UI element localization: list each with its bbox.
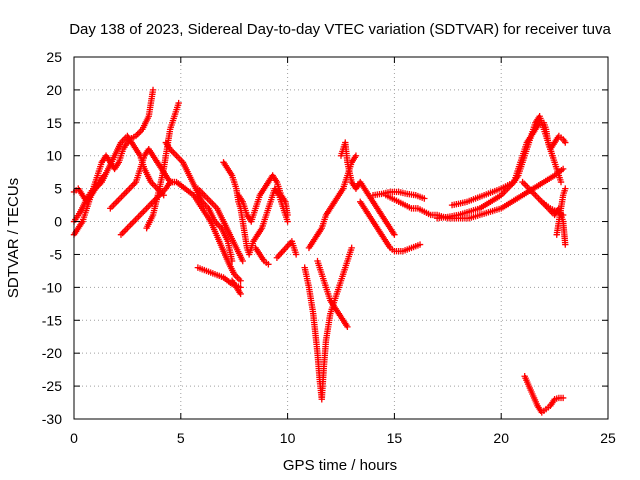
- axis-ticks: [73, 56, 609, 420]
- x-tick-label: 0: [70, 430, 78, 446]
- data-point: [559, 211, 567, 219]
- data-point: [348, 244, 355, 252]
- data-point: [284, 211, 291, 219]
- y-tick-label: 15: [46, 115, 62, 131]
- series-arc-w: [433, 113, 556, 222]
- data-point: [557, 178, 565, 186]
- y-tick-label: -20: [42, 345, 62, 361]
- data-point: [421, 195, 428, 202]
- y-tick-label: -15: [42, 312, 62, 328]
- series-arc-bb: [538, 198, 567, 219]
- y-axis-label: SDTVAR / TECUs: [5, 178, 22, 298]
- data-point: [292, 251, 300, 258]
- data-point: [175, 99, 182, 107]
- x-tick-label: 15: [387, 430, 403, 446]
- series-arc-aa: [521, 373, 567, 416]
- tick-labels: 0 5 10 15 20 25 -30 -25 -20 -15 -10 -5 0 5 10 15 20 25: [42, 49, 616, 446]
- data-point: [391, 231, 398, 238]
- series-arc-f: [143, 99, 182, 232]
- data-point: [239, 257, 246, 265]
- data-point: [562, 139, 569, 146]
- series-arc-k: [235, 172, 291, 225]
- series-arc-q: [314, 257, 351, 331]
- series-arc-n: [273, 238, 300, 261]
- x-tick-label: 5: [177, 430, 185, 446]
- series-arc-o: [301, 244, 355, 403]
- data-point: [559, 394, 567, 402]
- series-arc-y: [547, 132, 569, 153]
- data-point: [100, 172, 108, 179]
- data-point: [237, 277, 244, 284]
- data-point: [549, 152, 556, 159]
- x-tick-label: 25: [600, 430, 616, 446]
- data-point: [228, 257, 236, 265]
- data-point: [562, 185, 569, 192]
- data-points: [70, 86, 569, 416]
- data-point: [149, 86, 157, 94]
- series-arc-e: [117, 178, 244, 284]
- series-arc-s: [357, 198, 424, 255]
- x-tick-label: 10: [280, 430, 296, 446]
- data-point: [237, 290, 244, 298]
- data-point: [416, 241, 424, 248]
- chart-title: Day 138 of 2023, Sidereal Day-to-day VTE…: [69, 21, 611, 38]
- series-arc-h: [194, 185, 246, 265]
- plot-frame: [73, 56, 609, 420]
- data-point: [352, 152, 360, 159]
- y-tick-label: 10: [46, 148, 62, 164]
- y-tick-label: -25: [42, 378, 62, 394]
- y-tick-label: 0: [54, 214, 62, 230]
- data-point: [559, 165, 567, 173]
- y-tick-label: -10: [42, 279, 62, 295]
- series-arc-j: [220, 159, 291, 258]
- series-arc-m: [252, 244, 272, 268]
- y-tick-label: -5: [50, 246, 63, 262]
- data-point: [344, 323, 351, 331]
- series-arc-u: [369, 188, 428, 202]
- data-point: [265, 261, 272, 268]
- x-tick-label: 20: [493, 430, 509, 446]
- series-arc-r: [337, 139, 398, 238]
- y-tick-label: 5: [54, 181, 62, 197]
- y-tick-label: 20: [46, 82, 62, 98]
- series-arc-p: [305, 152, 360, 252]
- x-axis-label: GPS time / hours: [283, 457, 397, 474]
- y-tick-label: -30: [42, 411, 62, 427]
- series-arc-l: [228, 277, 244, 298]
- series-arc-b: [70, 86, 157, 225]
- data-point: [284, 218, 291, 225]
- y-tick-label: 25: [46, 49, 62, 65]
- data-point: [562, 241, 569, 248]
